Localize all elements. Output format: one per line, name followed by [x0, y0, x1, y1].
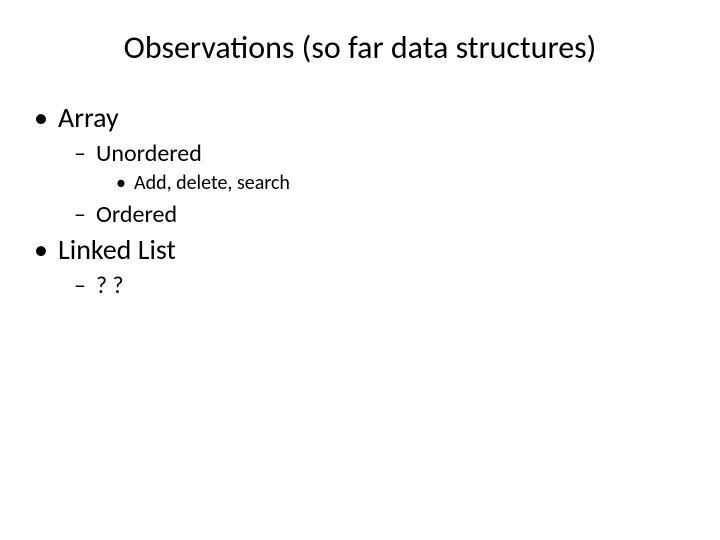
- bullet-lvl1: Array: [34, 100, 686, 135]
- bullet-text: Ordered: [96, 200, 177, 229]
- bullet-lvl2: Ordered: [34, 200, 686, 230]
- bullet-lvl2: ? ?: [34, 271, 686, 301]
- slide-title: Observations (so far data structures): [0, 28, 720, 67]
- bullet-text: Array: [58, 100, 119, 135]
- bullet-text: Unordered: [96, 139, 202, 168]
- bullet-text: Linked List: [58, 232, 176, 267]
- bullet-lvl3: Add, delete, search: [34, 171, 686, 196]
- bullet-lvl2: Unordered: [34, 139, 686, 169]
- bullet-text: ? ?: [96, 271, 124, 300]
- slide: Observations (so far data structures) Ar…: [0, 0, 720, 540]
- slide-body: Array Unordered Add, delete, search Orde…: [34, 100, 686, 303]
- bullet-text: Add, delete, search: [134, 171, 290, 195]
- bullet-lvl1: Linked List: [34, 232, 686, 267]
